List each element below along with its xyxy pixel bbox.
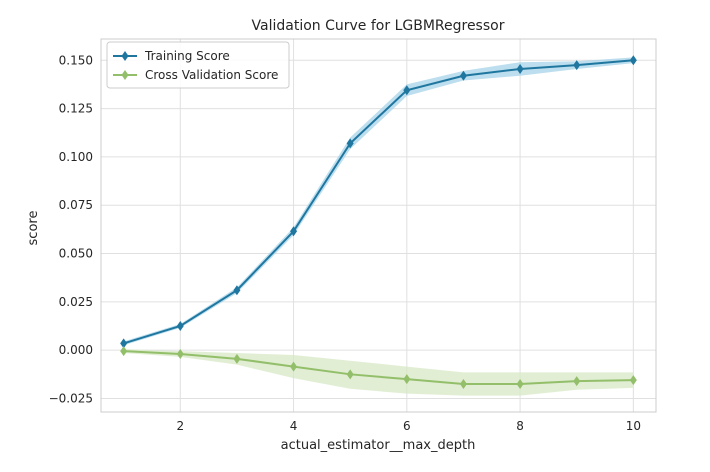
cross-validation-score-point — [516, 378, 524, 389]
cross-validation-score-point — [573, 376, 581, 387]
training-score-point — [120, 338, 128, 349]
legend: Training Score Cross Validation Score — [106, 41, 290, 89]
legend-box — [106, 41, 290, 89]
x-tick-label: 6 — [403, 419, 411, 433]
y-tick-label: 0.100 — [59, 150, 93, 164]
training-score-point — [516, 63, 524, 74]
x-tick-label: 8 — [516, 419, 524, 433]
x-tick-label: 4 — [290, 419, 298, 433]
chart-title: Validation Curve for LGBMRegressor — [252, 18, 505, 34]
training-score-point — [459, 70, 467, 81]
y-axis-label: score — [26, 211, 41, 246]
plot-frame — [100, 38, 657, 413]
cross-validation-score-point — [403, 374, 411, 385]
cross-validation-score-point — [120, 346, 128, 357]
legend-label-cross-validation-score: Cross Validation Score — [145, 68, 278, 82]
cross-validation-score-point — [176, 349, 184, 360]
y-tick-label: 0.150 — [59, 53, 93, 67]
cross-validation-score-point — [459, 378, 467, 389]
training-score-point — [573, 60, 581, 71]
y-tick-label: 0.050 — [59, 247, 93, 261]
training-score-point — [403, 85, 411, 96]
cross-validation-score-line — [123, 350, 634, 385]
legend-label-training-score: Training Score — [144, 49, 230, 63]
cross-validation-score-point — [233, 353, 241, 364]
training-score-point — [346, 138, 354, 149]
legend-item-cross-validation-score: Cross Validation Score — [113, 68, 278, 82]
training-score-point — [233, 285, 241, 296]
training-score-point — [176, 320, 184, 331]
training-score-line — [123, 59, 634, 345]
y-tick-label: 0.000 — [59, 343, 93, 357]
legend-marker-training-score — [121, 51, 129, 61]
x-tick-label: 2 — [176, 419, 184, 433]
x-axis-label: actual_estimator__max_depth — [281, 438, 476, 453]
y-tick-label: 0.075 — [59, 198, 93, 212]
legend-marker-cross-validation-score — [121, 70, 129, 80]
legend-item-training-score: Training Score — [113, 49, 230, 63]
training-score-band — [123, 57, 634, 346]
training-score-point — [290, 226, 298, 237]
cross-validation-score-point — [290, 361, 298, 372]
training-score-point — [629, 55, 637, 66]
grid — [101, 39, 656, 412]
x-tick-label: 10 — [626, 419, 641, 433]
y-tick-label: 0.125 — [59, 102, 93, 116]
cross-validation-score-point — [346, 369, 354, 380]
cross-validation-score-point — [629, 375, 637, 386]
y-tick-label: 0.025 — [59, 295, 93, 309]
y-tick-label: −0.025 — [49, 391, 93, 405]
